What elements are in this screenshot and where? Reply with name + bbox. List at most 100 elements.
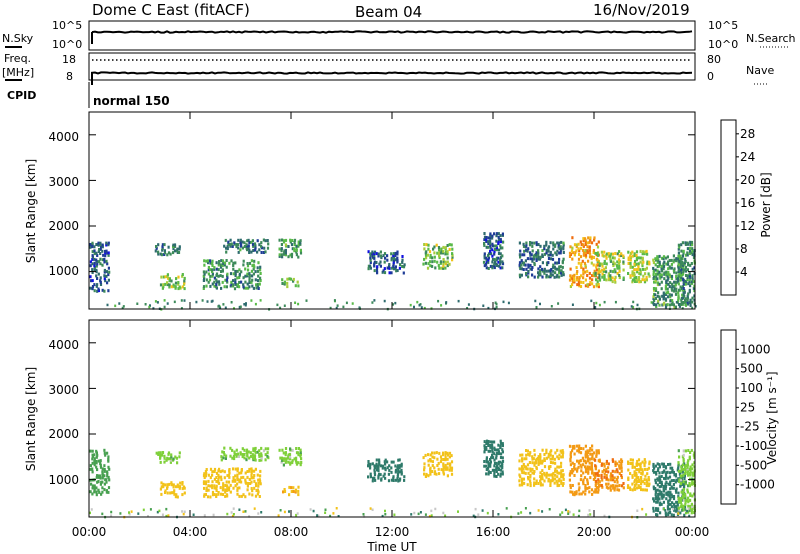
velocity-cell	[646, 468, 649, 471]
velocity-cell	[493, 474, 496, 478]
velocity-cell	[594, 466, 597, 470]
velocity-cell	[545, 456, 548, 460]
velocity-cell	[660, 502, 663, 506]
velocity-cell	[569, 490, 572, 494]
velocity-cell	[369, 507, 372, 510]
power-cell	[105, 249, 108, 253]
velocity-cell	[224, 457, 227, 460]
power-cell	[215, 261, 218, 265]
power-cell	[660, 280, 663, 284]
power-cell	[219, 274, 222, 278]
power-cell	[258, 248, 261, 252]
velocity-cell	[676, 500, 679, 504]
velocity-cell	[97, 459, 100, 463]
velocity-cell	[251, 493, 254, 497]
power-cell	[682, 272, 685, 276]
power-cell	[645, 266, 648, 270]
power-cell	[240, 270, 243, 274]
velocity-cell	[572, 492, 575, 496]
power-cell	[164, 282, 167, 286]
power-cell	[525, 272, 528, 275]
velocity-cell	[447, 453, 450, 457]
velocity-cell	[587, 470, 590, 474]
power-cell	[259, 299, 262, 302]
velocity-cell	[253, 486, 256, 490]
power-cell	[682, 280, 685, 284]
power-cell	[658, 295, 661, 299]
power-cell	[367, 267, 370, 271]
power-cell	[670, 258, 673, 262]
velocity-cell	[137, 512, 140, 515]
velocity-cell	[232, 486, 235, 490]
velocity-cell	[215, 480, 218, 483]
power-cell	[250, 280, 253, 284]
velocity-cell	[669, 492, 672, 496]
power-cell	[558, 241, 561, 245]
power-cell	[254, 302, 257, 306]
power-cell	[631, 270, 634, 274]
velocity-cell	[373, 466, 376, 470]
power-cell	[582, 269, 585, 273]
velocity-cell	[369, 475, 372, 479]
velocity-cell	[654, 478, 657, 482]
power-cell	[418, 304, 421, 307]
power-cell	[375, 252, 378, 256]
power-cell	[658, 264, 661, 268]
velocity-cell	[234, 484, 237, 488]
velocity-cell	[254, 467, 257, 471]
power-cell	[107, 253, 110, 257]
power-cell	[499, 238, 502, 242]
power-cell	[671, 301, 674, 305]
velocity-cell	[582, 459, 585, 463]
vel-ytick-2000: 2000	[48, 427, 79, 441]
velocity-cell	[598, 474, 601, 478]
velocity-cell	[639, 463, 642, 467]
power-cell	[264, 239, 267, 243]
power-cell	[534, 253, 538, 256]
power-cell	[668, 285, 671, 289]
velocity-cell	[228, 486, 231, 490]
power-cell	[520, 263, 523, 267]
velocity-cell	[669, 511, 672, 514]
velocity-cell	[640, 471, 643, 475]
power-cell	[161, 247, 164, 251]
velocity-cell	[569, 483, 572, 487]
velocity-cell	[394, 464, 397, 468]
power-cell	[688, 272, 691, 276]
velocity-cell	[170, 483, 174, 487]
velocity-cell	[229, 454, 232, 458]
power-cell	[242, 276, 245, 280]
velocity-cell	[105, 490, 108, 494]
velocity-cell	[400, 464, 403, 468]
velocity-cell	[89, 490, 92, 494]
velocity-cell	[243, 453, 246, 456]
velocity-cell	[573, 493, 576, 497]
power-cell	[616, 252, 619, 256]
power-cell	[663, 271, 666, 275]
velocity-cell	[615, 468, 618, 472]
power-cell	[613, 268, 616, 272]
power-cell	[681, 254, 684, 258]
power-cell	[579, 285, 583, 288]
velocity-cell	[602, 462, 605, 466]
power-scale-tick: 8	[740, 242, 748, 256]
power-cell	[622, 276, 625, 280]
velocity-cell	[644, 474, 647, 478]
power-cell	[639, 260, 642, 264]
velocity-cell	[283, 510, 286, 514]
power-cell	[388, 263, 391, 266]
velocity-cell	[547, 473, 550, 477]
power-cell	[531, 259, 534, 263]
velocity-cell	[367, 460, 370, 463]
power-cell	[225, 278, 228, 282]
velocity-cell	[521, 479, 524, 483]
velocity-cell	[631, 475, 634, 479]
power-cell	[495, 234, 498, 238]
velocity-cell	[324, 508, 327, 511]
velocity-cell	[568, 444, 572, 448]
power-cell	[248, 251, 251, 254]
velocity-cell	[499, 444, 502, 448]
power-cell	[551, 265, 555, 269]
power-cell	[260, 251, 263, 254]
velocity-cell	[620, 458, 623, 462]
